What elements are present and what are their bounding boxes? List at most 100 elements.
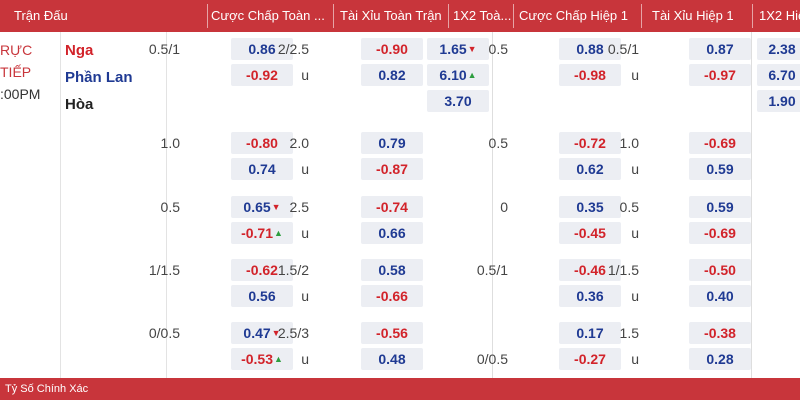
odds-bottom[interactable]: -0.87 — [361, 158, 423, 180]
odds-1x2-ft[interactable]: 6.10▲ — [427, 64, 489, 86]
odds-1x2-ft[interactable]: 1.65▼ — [427, 38, 489, 60]
odds-top[interactable]: 0.17 — [559, 322, 621, 344]
header-divider — [513, 4, 514, 28]
odds-1x2-h1[interactable]: 6.70 — [757, 64, 800, 86]
odds-bottom[interactable]: 0.48 — [361, 348, 423, 370]
odds-value: -0.80 — [246, 135, 278, 151]
odds-bottom[interactable]: 0.36 — [559, 285, 621, 307]
line-label: 0/0.5 — [476, 351, 508, 367]
line-label: 0.5 — [488, 135, 508, 151]
under-label: u — [301, 161, 309, 177]
odds-top[interactable]: -0.50 — [689, 259, 751, 281]
under-label: u — [301, 288, 309, 304]
odds-value: -0.50 — [704, 262, 736, 278]
line-label: 0.5/1 — [148, 41, 180, 57]
odds-top[interactable]: 0.59 — [689, 196, 751, 218]
odds-bottom[interactable]: -0.27 — [559, 348, 621, 370]
header-overunder-h1[interactable]: Tài Xỉu Hiệp 1 — [652, 8, 734, 23]
odds-top[interactable]: -0.56 — [361, 322, 423, 344]
odds-1x2-ft[interactable]: 3.70 — [427, 90, 489, 112]
odds-value: 0.87 — [706, 41, 734, 57]
odds-top[interactable]: 0.58 — [361, 259, 423, 281]
odds-value: 0.59 — [706, 161, 734, 177]
fulltime-halftime-divider — [492, 32, 493, 378]
under-label: u — [301, 225, 309, 241]
odds-bottom[interactable]: 0.62 — [559, 158, 621, 180]
odds-top[interactable]: -0.38 — [689, 322, 751, 344]
odds-value: -0.53 — [241, 351, 273, 367]
odds-value: 2.38 — [768, 41, 796, 57]
line-label: 1.5 — [619, 325, 639, 341]
header-1x2-h1[interactable]: 1X2 Hiệp — [759, 8, 800, 23]
odds-top[interactable]: -0.80 — [231, 132, 293, 154]
odds-top[interactable]: -0.62 — [231, 259, 293, 281]
home-team[interactable]: Nga — [65, 42, 94, 59]
odds-bottom[interactable]: -0.97 — [689, 64, 751, 86]
odds-bottom[interactable]: 0.40 — [689, 285, 751, 307]
arrow-up-icon: ▲ — [467, 70, 477, 80]
odds-value: -0.27 — [574, 351, 606, 367]
odds-top[interactable]: 0.65▼ — [231, 196, 293, 218]
odds-top[interactable]: 0.35 — [559, 196, 621, 218]
odds-value: -0.97 — [704, 67, 736, 83]
odds-bottom[interactable]: 0.56 — [231, 285, 293, 307]
odds-bottom[interactable]: 0.82 — [361, 64, 423, 86]
odds-value: 0.65 — [243, 199, 271, 215]
under-label: u — [301, 351, 309, 367]
away-team[interactable]: Phần Lan — [65, 69, 133, 86]
odds-bottom[interactable]: -0.66 — [361, 285, 423, 307]
header-handicap-ft[interactable]: Cược Chấp Toàn ... — [211, 8, 325, 23]
odds-bottom[interactable]: 0.74 — [231, 158, 293, 180]
odds-value: -0.45 — [574, 225, 606, 241]
odds-top[interactable]: -0.90 — [361, 38, 423, 60]
odds-value: -0.87 — [376, 161, 408, 177]
odds-value: 0.35 — [576, 199, 604, 215]
odds-bottom[interactable]: 0.66 — [361, 222, 423, 244]
teams-column: Nga Phần Lan Hòa — [60, 32, 167, 378]
line-label: 1.0 — [160, 135, 180, 151]
header-1x2-ft[interactable]: 1X2 Toà... — [453, 8, 511, 23]
header-divider — [641, 4, 642, 28]
odds-bottom[interactable]: -0.98 — [559, 64, 621, 86]
odds-value: 0.58 — [378, 262, 406, 278]
line-label: 2.5/3 — [277, 325, 309, 341]
odds-top[interactable]: -0.46 — [559, 259, 621, 281]
line-label: 2/2.5 — [277, 41, 309, 57]
odds-bottom[interactable]: -0.45 — [559, 222, 621, 244]
line-label: 2.5 — [289, 199, 309, 215]
under-label: u — [301, 67, 309, 83]
odds-1x2-h1[interactable]: 1.90 — [757, 90, 800, 112]
odds-bottom[interactable]: -0.53▲ — [231, 348, 293, 370]
odds-bottom[interactable]: -0.71▲ — [231, 222, 293, 244]
odds-top[interactable]: -0.72 — [559, 132, 621, 154]
odds-1x2-h1[interactable]: 2.38 — [757, 38, 800, 60]
odds-value: -0.98 — [574, 67, 606, 83]
odds-bottom[interactable]: -0.69 — [689, 222, 751, 244]
odds-value: 1.65 — [439, 41, 467, 57]
odds-top[interactable]: 0.47▼ — [231, 322, 293, 344]
line-label: 2.0 — [289, 135, 309, 151]
odds-top[interactable]: 0.88 — [559, 38, 621, 60]
header-handicap-h1[interactable]: Cược Chấp Hiệp 1 — [519, 8, 628, 23]
odds-top[interactable]: 0.87 — [689, 38, 751, 60]
odds-value: -0.38 — [704, 325, 736, 341]
header-overunder-ft[interactable]: Tài Xỉu Toàn Trận — [340, 8, 442, 23]
odds-value: 1.90 — [768, 93, 796, 109]
header-divider — [207, 4, 208, 28]
odds-top[interactable]: 0.79 — [361, 132, 423, 154]
odds-bottom[interactable]: 0.28 — [689, 348, 751, 370]
odds-top[interactable]: 0.86 — [231, 38, 293, 60]
odds-top[interactable]: -0.74 — [361, 196, 423, 218]
odds-value: 0.82 — [378, 67, 406, 83]
odds-value: -0.46 — [574, 262, 606, 278]
odds-value: 0.56 — [248, 288, 276, 304]
odds-top[interactable]: -0.69 — [689, 132, 751, 154]
odds-value: 0.66 — [378, 225, 406, 241]
odds-bottom[interactable]: -0.92 — [231, 64, 293, 86]
live-status-line1: RỰC — [0, 42, 33, 58]
correct-score-bar[interactable]: Tỷ Số Chính Xác — [0, 378, 800, 400]
odds-bottom[interactable]: 0.59 — [689, 158, 751, 180]
header-divider — [448, 4, 449, 28]
header-match: Trận Đấu — [14, 8, 68, 23]
odds-value: 0.40 — [706, 288, 734, 304]
